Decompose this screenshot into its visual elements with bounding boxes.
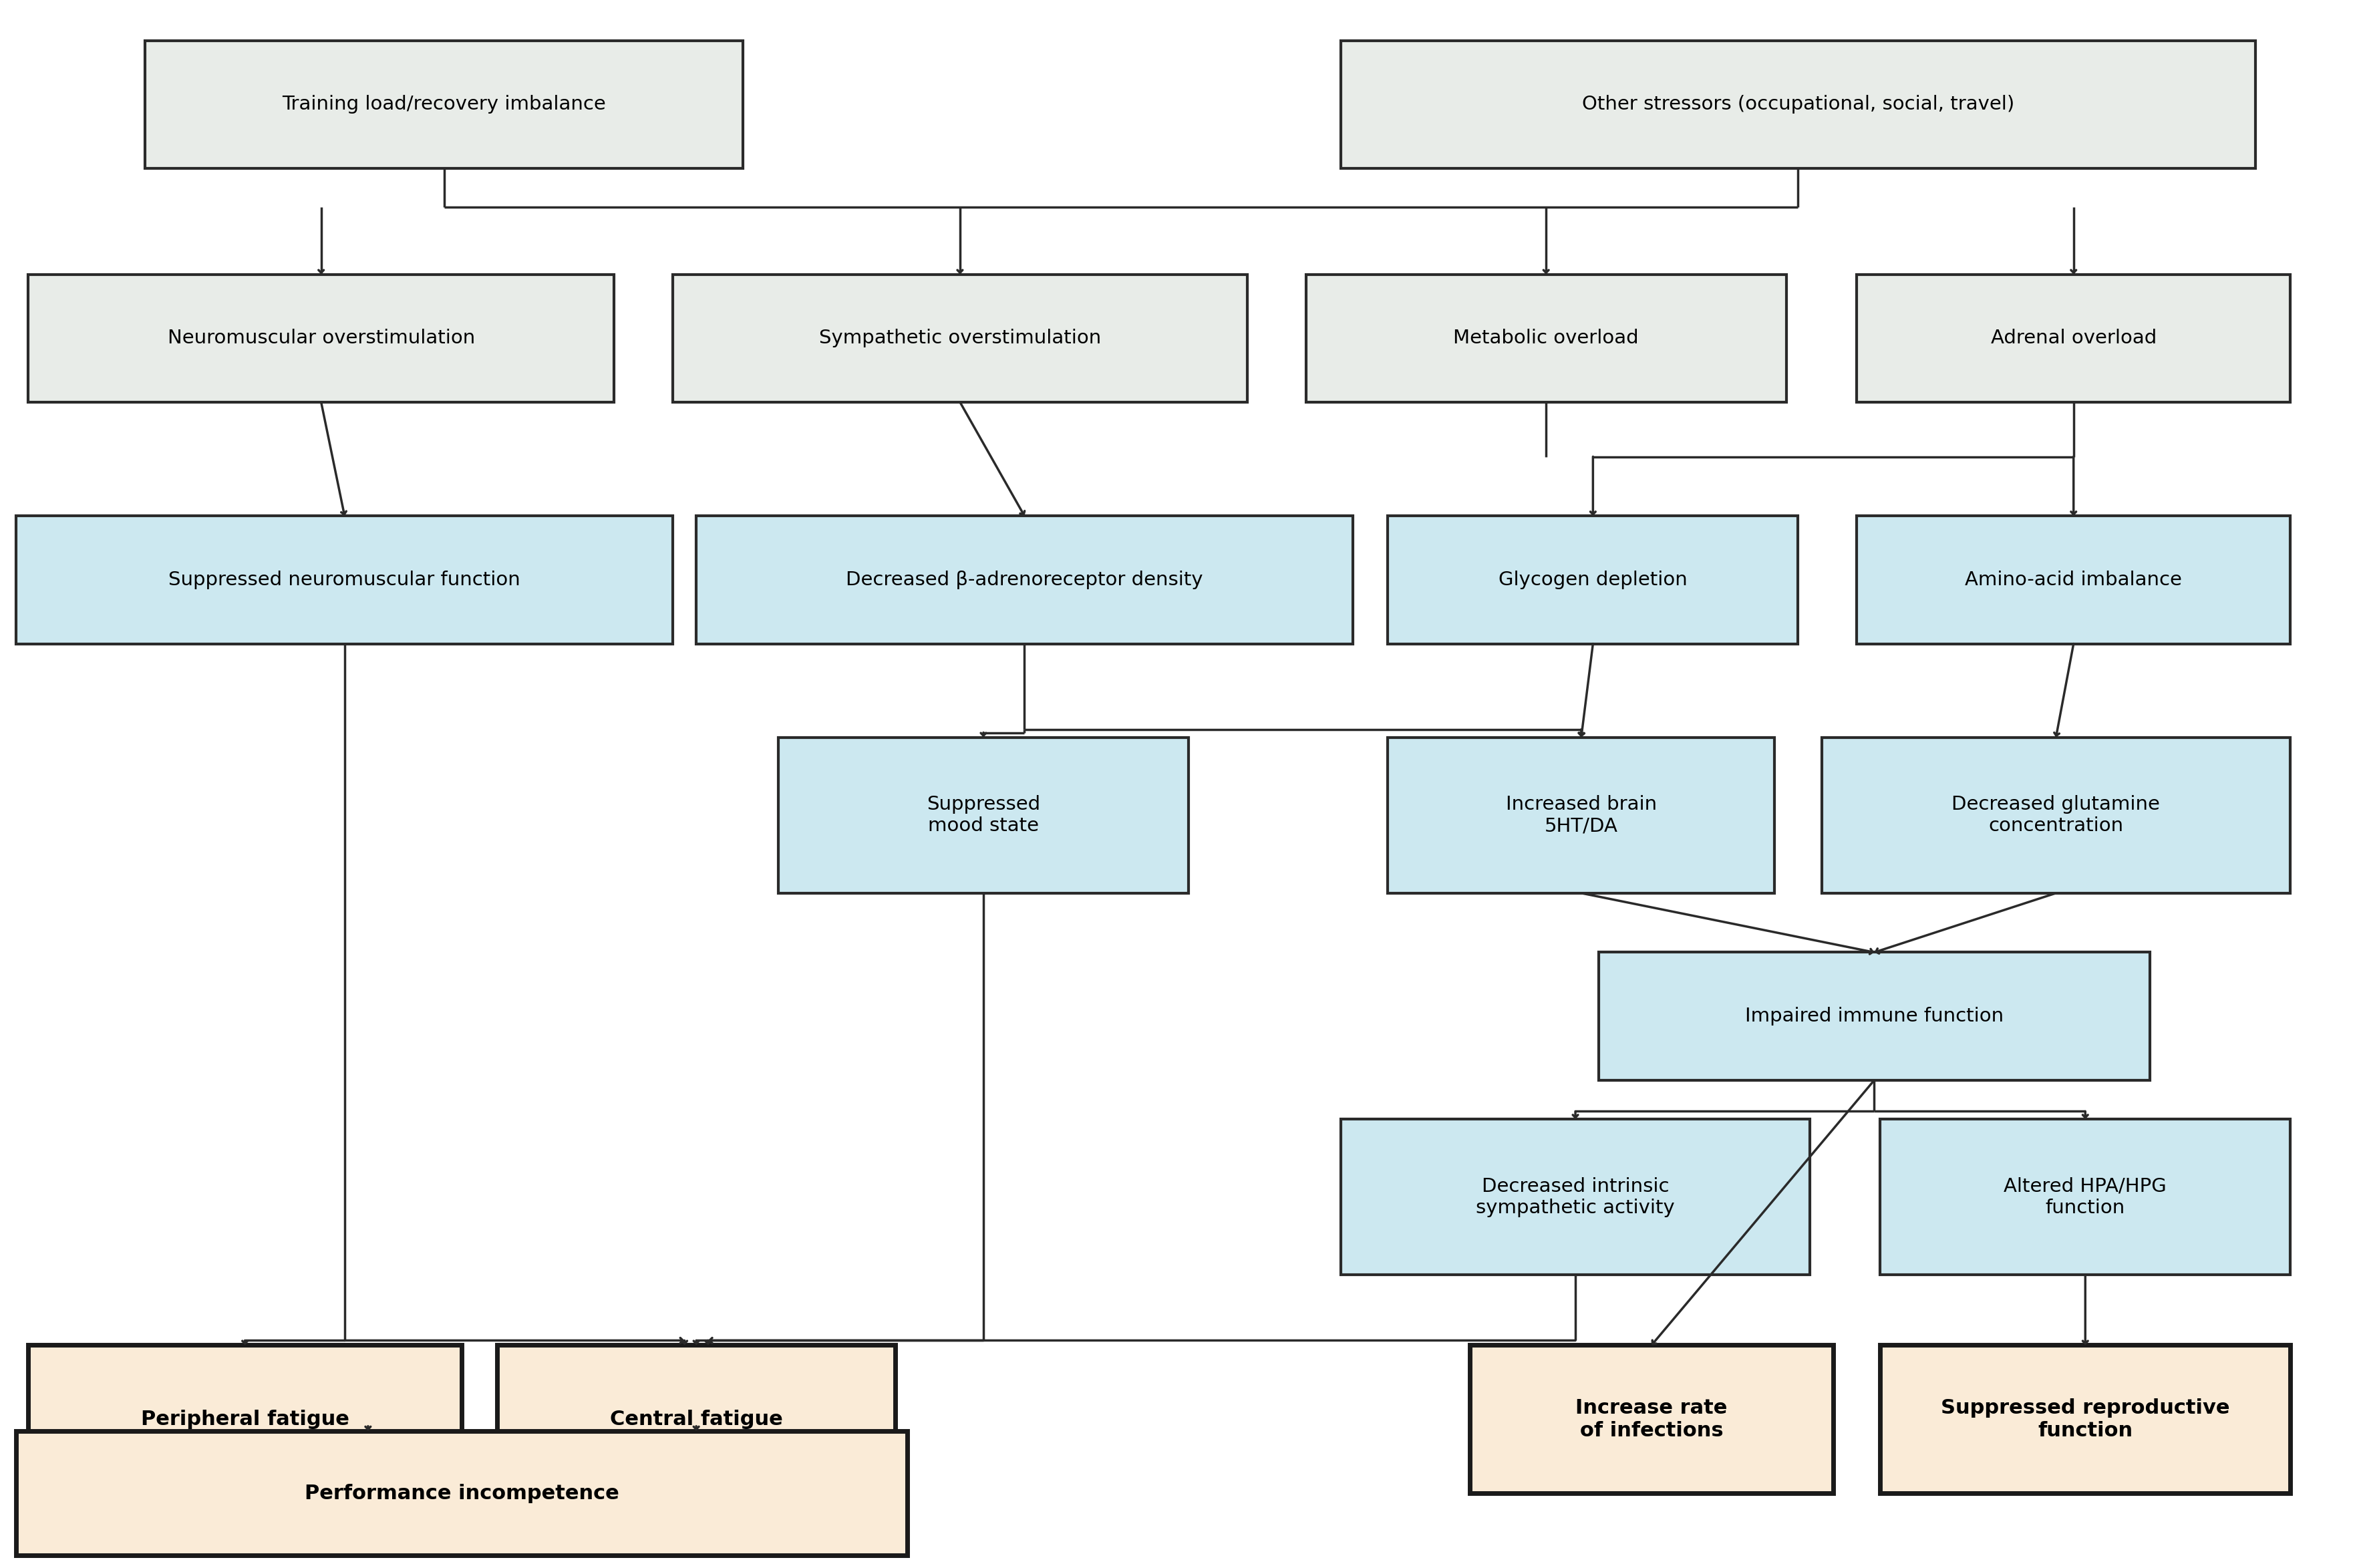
FancyBboxPatch shape [1821,737,2289,894]
Text: Sympathetic overstimulation: Sympathetic overstimulation [819,329,1101,348]
Text: Amino-acid imbalance: Amino-acid imbalance [1965,571,2181,590]
Text: Decreased β-adrenoreceptor density: Decreased β-adrenoreceptor density [845,571,1202,590]
Text: Other stressors (occupational, social, travel): Other stressors (occupational, social, t… [1581,96,2014,114]
FancyBboxPatch shape [1341,1120,1809,1275]
FancyBboxPatch shape [1388,516,1798,644]
Text: Increase rate
of infections: Increase rate of infections [1574,1399,1727,1439]
FancyBboxPatch shape [16,516,673,644]
FancyBboxPatch shape [1880,1120,2289,1275]
Text: Decreased intrinsic
sympathetic activity: Decreased intrinsic sympathetic activity [1475,1178,1675,1217]
FancyBboxPatch shape [146,41,744,168]
Text: Suppressed
mood state: Suppressed mood state [927,795,1040,836]
FancyBboxPatch shape [1471,1345,1833,1493]
FancyBboxPatch shape [1880,1345,2289,1493]
FancyBboxPatch shape [16,1432,906,1555]
FancyBboxPatch shape [779,737,1188,894]
Text: Adrenal overload: Adrenal overload [1991,329,2155,348]
Text: Impaired immune function: Impaired immune function [1744,1007,2002,1025]
FancyBboxPatch shape [673,274,1247,401]
Text: Decreased glutamine
concentration: Decreased glutamine concentration [1951,795,2160,836]
FancyBboxPatch shape [1341,41,2254,168]
Text: Training load/recovery imbalance: Training load/recovery imbalance [282,96,607,114]
FancyBboxPatch shape [1598,952,2148,1080]
FancyBboxPatch shape [696,516,1353,644]
Text: Performance incompetence: Performance incompetence [304,1483,619,1502]
Text: Neuromuscular overstimulation: Neuromuscular overstimulation [167,329,475,348]
FancyBboxPatch shape [1306,274,1786,401]
FancyBboxPatch shape [1857,516,2289,644]
FancyBboxPatch shape [496,1345,894,1493]
Text: Suppressed reproductive
function: Suppressed reproductive function [1941,1399,2228,1439]
Text: Metabolic overload: Metabolic overload [1452,329,1638,348]
Text: Glycogen depletion: Glycogen depletion [1499,571,1687,590]
Text: Increased brain
5HT/DA: Increased brain 5HT/DA [1506,795,1657,836]
FancyBboxPatch shape [28,1345,461,1493]
Text: Peripheral fatigue: Peripheral fatigue [141,1410,348,1428]
Text: Central fatigue: Central fatigue [609,1410,784,1428]
FancyBboxPatch shape [28,274,614,401]
Text: Altered HPA/HPG
function: Altered HPA/HPG function [2002,1178,2167,1217]
Text: Suppressed neuromuscular function: Suppressed neuromuscular function [169,571,520,590]
FancyBboxPatch shape [1857,274,2289,401]
FancyBboxPatch shape [1388,737,1774,894]
